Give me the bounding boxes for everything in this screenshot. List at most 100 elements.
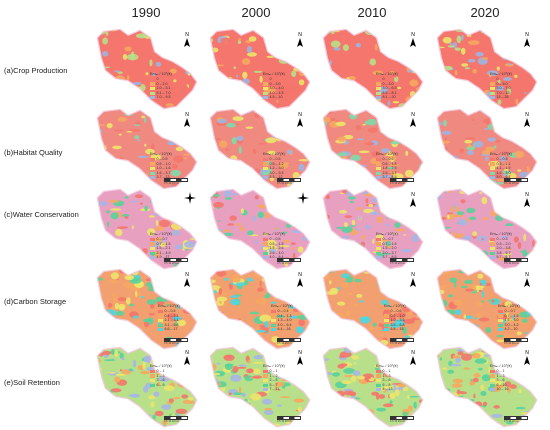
- legend-swatch: [263, 246, 268, 251]
- legend-title: Emₐᵥ / 10⁷(¥): [150, 364, 172, 368]
- map-legend: Emₐᵥ / 10⁷(¥) 0 – 0.6 0.6 – 1.8 1.8 – 2.5 2.…: [376, 152, 398, 180]
- legend-item: 0.6 – 1.0: [384, 314, 406, 319]
- scale-bar-graphic: [390, 416, 414, 420]
- map-image: [209, 108, 311, 190]
- legend-swatch: [376, 383, 381, 387]
- legend-label: 6.8 – 15: [390, 327, 404, 332]
- legend-swatch: [150, 256, 155, 260]
- legend-swatch: [376, 82, 381, 86]
- legend-label: 0 – 5.0: [496, 81, 508, 86]
- legend-item: 3.0 – 6.5: [376, 86, 398, 91]
- legend-swatch: [263, 171, 268, 175]
- legend-swatch: [490, 251, 495, 255]
- legend-label: 0 – 0.6: [382, 157, 394, 162]
- legend-swatch: [376, 157, 381, 161]
- legend-label: 0: [496, 77, 499, 82]
- scale-bar-graphic: [277, 416, 301, 420]
- north-label: N: [411, 350, 415, 356]
- legend-item: 5.0 – 7.0: [490, 86, 512, 91]
- scale-label: 0 5 10 20 km: [277, 341, 292, 345]
- legend-title: Emₐᵥ / 10⁷(¥): [150, 232, 172, 236]
- scale-bar-graphic: [277, 178, 301, 182]
- legend-label: 3.0 – 6.5: [382, 86, 397, 91]
- north-arrow-icon: N: [410, 112, 416, 129]
- legend-label: 0 – 3.0: [269, 81, 281, 86]
- legend-item: 4.0 – 4.5: [263, 91, 285, 96]
- scale-bar-graphic: [504, 416, 528, 420]
- legend-swatch: [150, 374, 155, 378]
- legend-label: 2 – 5: [269, 378, 278, 383]
- legend-item: 5.5 – 12: [263, 175, 285, 180]
- legend-label: 0: [269, 77, 272, 82]
- map-image: [96, 108, 198, 190]
- north-label: N: [525, 272, 529, 278]
- scale-label: 0 5 10 20 km: [504, 419, 519, 423]
- legend-swatch: [150, 77, 155, 81]
- north-label: N: [298, 112, 302, 118]
- north-arrow-icon: N: [184, 272, 190, 289]
- legend-swatch: [376, 237, 381, 241]
- map-legend: Emₐᵥ / 10⁷(¥) 0 – 0.5 0.5 – 1.1 1.1 – 1.9 1.…: [490, 152, 512, 180]
- scale-bar: 0 5 10 20 km: [277, 258, 301, 265]
- legend-swatch: [150, 176, 155, 180]
- legend-item: 5.0 – 6.7: [490, 175, 512, 180]
- legend-swatch: [376, 96, 381, 100]
- legend-item: 1 – 3: [376, 374, 398, 379]
- legend-swatch: [263, 256, 268, 260]
- legend-swatch: [150, 378, 155, 383]
- legend-item: 3.0 – 4.2: [498, 323, 520, 328]
- scale-bar-graphic: [164, 258, 188, 262]
- legend-label: 0 – 1: [382, 369, 391, 374]
- scale-bar-graphic: [164, 338, 188, 342]
- col-header-2000: 2000: [241, 5, 271, 20]
- row-label-water: (c)Water Conservation: [4, 210, 79, 219]
- legend-label: 3 – 6: [382, 378, 391, 383]
- scale-bar-graphic: [164, 416, 188, 420]
- compass-rose-icon: [297, 192, 309, 206]
- map-panel-1-0: Emₐᵥ / 10⁷(¥) 0 – 0.5 0.5 – 1.0 1.0 – 1.6 1.…: [92, 108, 207, 190]
- legend-title: Emₐᵥ / 10⁷(¥): [490, 152, 512, 156]
- legend-label: 2.0 – 3.8: [496, 246, 511, 251]
- legend-swatch: [376, 166, 381, 171]
- map-image: [96, 268, 198, 350]
- legend-title: Emₐᵥ / 10⁷(¥): [150, 152, 172, 156]
- legend-item: 1 – 3: [150, 374, 172, 379]
- legend-item: 3.7 – 13: [150, 175, 172, 180]
- legend-item: 0.6 – 1.8: [376, 162, 398, 167]
- legend-item: 0 – 0.4: [271, 309, 293, 314]
- legend-label: 4.0 – 6.4: [277, 322, 292, 327]
- scale-bar-graphic: [390, 258, 414, 262]
- scale-bar: 0 5 10 20 km: [390, 178, 414, 185]
- scale-bar: 0 5 10 20 km: [504, 258, 528, 265]
- legend-swatch: [150, 369, 155, 373]
- legend-swatch: [263, 176, 268, 180]
- legend-swatch: [150, 242, 155, 246]
- map-legend: Emₐᵥ / 10⁷(¥) 0 0 – 5.0 5.0 – 7.0 7.0 – 15 15…: [490, 72, 512, 100]
- legend-label: 0 – 0.7: [156, 237, 168, 242]
- map-image: [96, 28, 198, 110]
- legend-swatch: [263, 162, 268, 166]
- legend-swatch: [263, 91, 268, 95]
- legend-label: 0 – 0.3: [496, 237, 508, 242]
- legend-swatch: [263, 237, 268, 241]
- legend-swatch: [150, 162, 155, 166]
- north-arrow-icon: N: [297, 112, 303, 129]
- legend-item: 6.6 – 17: [158, 327, 180, 332]
- legend-label: 5.0 – 6.7: [496, 175, 511, 180]
- legend-title: Emₐᵥ / 10⁷(¥): [384, 304, 406, 308]
- legend-title: Emₐᵥ / 10⁷(¥): [376, 72, 398, 76]
- legend-item: 3 – 6: [490, 378, 512, 383]
- legend-item: 0: [263, 77, 285, 82]
- legend-label: 3.1 – 6.6: [164, 322, 179, 327]
- scale-bar: 0 5 10 20 km: [390, 416, 414, 423]
- map-legend: Emₐᵥ / 10⁷(¥) 0 – 0.7 0.7 – 1.5 1.5 – 2.0 2.…: [376, 232, 398, 260]
- legend-title: Emₐᵥ / 10⁷(¥): [490, 72, 512, 76]
- legend-item: 1 – 2: [263, 374, 285, 379]
- legend-label: 1 – 3: [156, 373, 165, 378]
- legend-label: 5.0 – 7.0: [496, 86, 511, 91]
- north-label: N: [525, 32, 529, 38]
- north-label: N: [298, 350, 302, 356]
- map-legend: Emₐᵥ / 10⁷(¥) 0 0 – 3.0 3.0 – 4.0 4.0 – 4.5 4…: [263, 72, 285, 100]
- legend-item: 1 – 3: [490, 374, 512, 379]
